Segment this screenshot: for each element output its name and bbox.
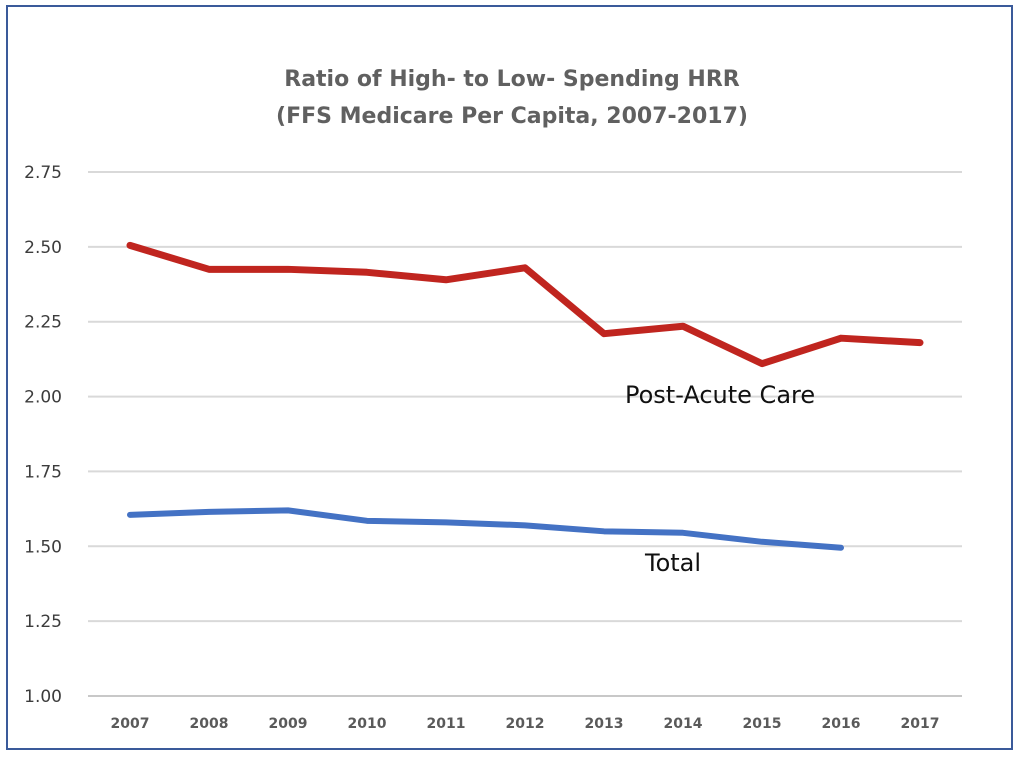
x-tick-label: 2016 <box>822 716 861 732</box>
x-axis-ticks: 2007 2008 2009 2010 2011 2012 2013 2014 2015 2016… <box>111 716 940 732</box>
series-lines <box>126 241 924 551</box>
y-tick-label: 2.25 <box>24 313 62 333</box>
y-tick-label: 1.25 <box>24 612 62 632</box>
x-tick-label: 2015 <box>743 716 782 732</box>
x-tick-label: 2017 <box>901 716 940 732</box>
x-tick-label: 2008 <box>190 716 229 732</box>
series-labels: Post-Acute Care Total <box>625 381 815 577</box>
y-axis-ticks: 1.00 1.25 1.50 1.75 2.00 2.25 2.50 2.75 <box>24 163 62 707</box>
x-tick-label: 2012 <box>506 716 545 732</box>
x-tick-label: 2011 <box>427 716 466 732</box>
y-tick-label: 2.75 <box>24 163 62 183</box>
y-tick-label: 2.00 <box>24 388 62 408</box>
y-tick-label: 1.00 <box>24 687 62 707</box>
y-tick-label: 1.75 <box>24 462 62 482</box>
series-line-post-acute-care <box>126 241 924 368</box>
chart-frame <box>6 5 1013 750</box>
y-tick-label: 2.50 <box>24 238 62 258</box>
series-label: Post-Acute Care <box>625 381 815 409</box>
x-tick-label: 2014 <box>664 716 703 732</box>
x-tick-label: 2007 <box>111 716 150 732</box>
x-tick-label: 2010 <box>348 716 387 732</box>
series-label: Total <box>644 549 701 577</box>
x-tick-label: 2009 <box>269 716 308 732</box>
grid-lines <box>88 171 962 697</box>
chart-title: Ratio of High- to Low- Spending HRR <box>284 67 740 92</box>
series-line-total <box>127 507 844 551</box>
x-tick-label: 2013 <box>585 716 624 732</box>
chart-subtitle: (FFS Medicare Per Capita, 2007-2017) <box>276 104 748 129</box>
y-tick-label: 1.50 <box>24 537 62 557</box>
